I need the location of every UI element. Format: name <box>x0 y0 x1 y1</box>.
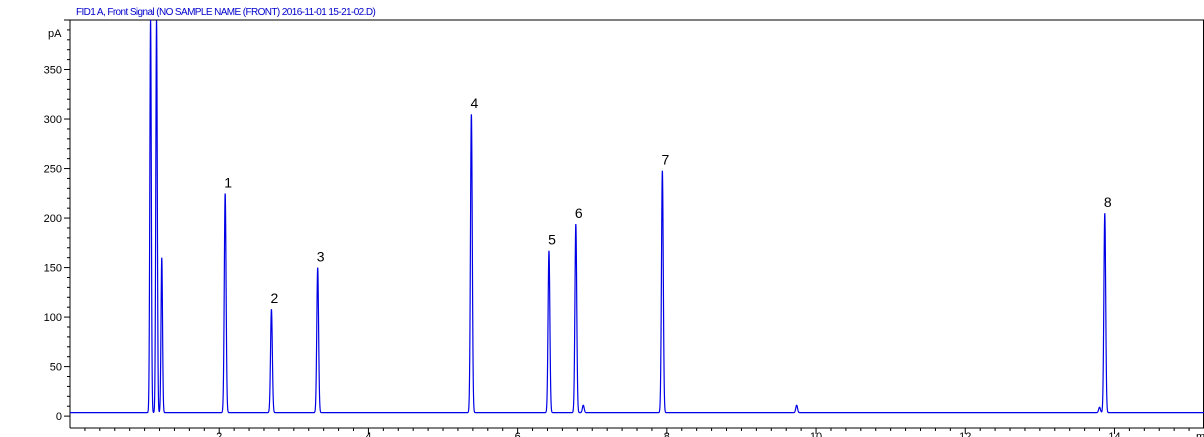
y-axis-unit-label: pA <box>48 28 62 40</box>
x-tick-label: 8 <box>664 431 670 437</box>
peak-label-6: 6 <box>575 205 583 221</box>
x-axis-unit-label: min <box>1196 431 1204 437</box>
x-tick-label: 2 <box>216 431 222 437</box>
peak-label-4: 4 <box>470 95 478 111</box>
y-tick-label: 100 <box>44 312 62 324</box>
peak-label-1: 1 <box>224 174 232 190</box>
x-tick-label: 6 <box>515 431 521 437</box>
peak-labels: 1 2 3 4 5 6 7 8 <box>224 95 1112 306</box>
y-tick-label: 250 <box>44 164 62 176</box>
y-tick-label: 350 <box>44 65 62 77</box>
x-tick-label: 10 <box>810 431 822 437</box>
chart-axes <box>69 19 1204 429</box>
y-tick-label: 200 <box>44 213 62 225</box>
y-tick-label: 150 <box>44 263 62 275</box>
y-tick-label: 300 <box>44 114 62 126</box>
signal-line <box>70 19 1204 414</box>
peak-label-2: 2 <box>271 290 279 306</box>
x-tick-label: 4 <box>365 431 371 437</box>
chart-title: FID1 A, Front Signal (NO SAMPLE NAME (FR… <box>76 7 375 18</box>
x-tick-label: 12 <box>959 431 971 437</box>
y-tick-label: 0 <box>56 411 62 423</box>
y-tick-label: 50 <box>50 362 62 374</box>
peak-label-3: 3 <box>317 249 325 265</box>
peak-label-7: 7 <box>661 152 669 168</box>
x-tick-label: 14 <box>1108 431 1120 437</box>
signal-trace <box>70 19 1204 414</box>
peak-label-5: 5 <box>548 232 556 248</box>
peak-label-8: 8 <box>1104 194 1112 210</box>
